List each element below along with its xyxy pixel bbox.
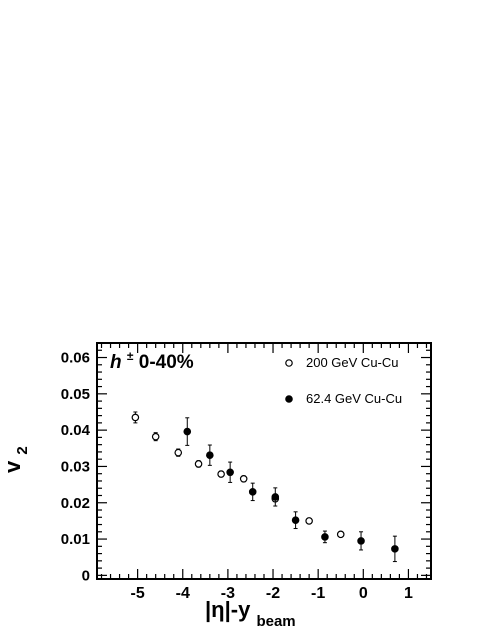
x-tick-label: -2 [266,585,280,602]
x-tick-label: -5 [131,585,145,602]
x-axis-label-sub: beam [256,613,295,630]
x-axis-label-main: |η|-y [205,597,251,622]
y-tick-label: 0.06 [61,350,90,367]
data-points [131,411,399,563]
point-200gev [239,474,248,483]
point-200gev [174,448,183,457]
point-62gev [357,537,365,545]
annotation-superscript: ± [127,349,134,363]
legend: 200 GeV Cu-Cu 62.4 GeV Cu-Cu [285,355,402,406]
legend-marker-62gev [285,395,293,403]
x-axis-label: |η|-y beam [205,597,296,630]
y-tick-label: 0.03 [61,458,90,475]
y-tick-label: 0.02 [61,495,90,512]
point-62gev [321,533,329,541]
centrality-annotation: h ± 0-40% [110,344,194,373]
point-62gev [206,451,214,459]
point-62gev [291,516,300,524]
point-62gev [271,493,280,501]
point-200gev [305,517,313,525]
point-200gev [336,530,345,539]
annotation-text: 0-40% [139,352,194,373]
x-tick-label: 0 [359,585,368,602]
y-tick-label: 0.01 [61,531,90,548]
x-tick-label: -4 [176,585,190,602]
y-axis-label-main: v [0,460,25,473]
y-axis-label-sub: 2 [14,446,31,454]
point-62gev [183,427,192,436]
x-tick-label: -1 [311,585,325,602]
x-tick-label: 1 [404,585,413,602]
y-tick-label: 0.05 [61,386,90,403]
y-tick-label: 0 [82,567,90,584]
point-62gev [226,468,234,477]
point-200gev [151,432,160,441]
legend-marker-200gev [285,359,293,367]
annotation-prefix: h [110,352,122,373]
point-62gev [391,545,399,553]
point-200gev [131,413,140,422]
tick-marks [97,342,431,579]
x-tick-label: -3 [221,585,235,602]
legend-label-62gev: 62.4 GeV Cu-Cu [306,391,402,406]
plot-frame [96,342,432,580]
point-62gev [248,488,257,496]
y-axis-label: v 2 [0,446,31,473]
tick-labels: -5 -4 -3 -2 -1 0 1 0 0.01 0.02 0.03 0.04 0.05 0.06 [61,350,413,602]
point-200gev [217,470,225,478]
point-200gev [194,460,203,468]
y-tick-label: 0.04 [61,422,91,439]
legend-label-200gev: 200 GeV Cu-Cu [306,355,399,370]
